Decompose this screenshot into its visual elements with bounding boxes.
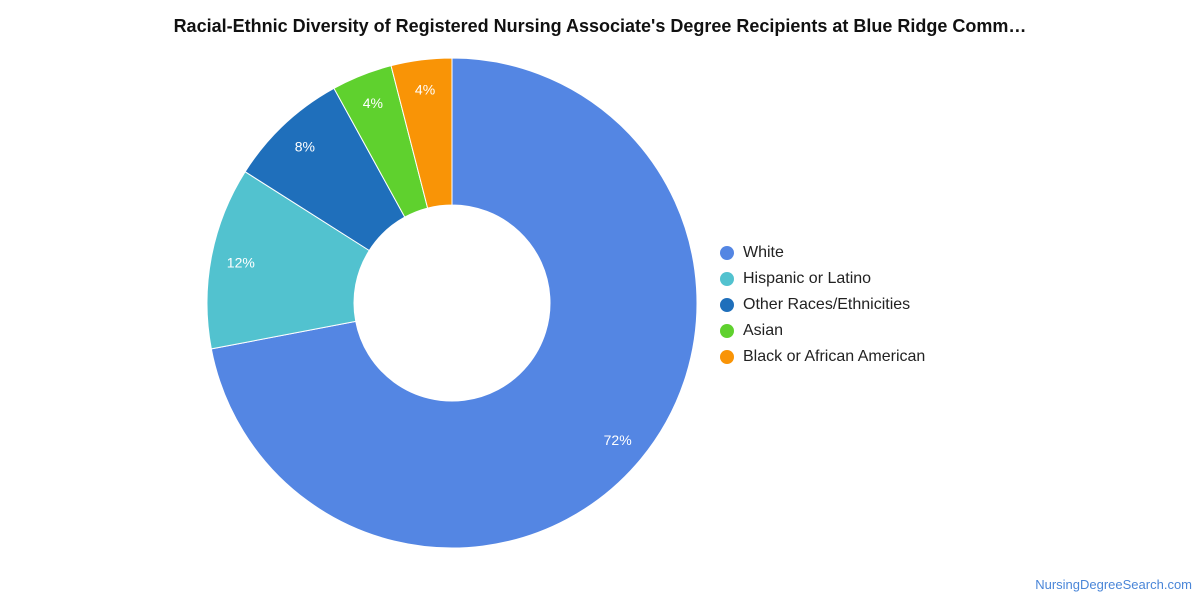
legend-label: Other Races/Ethnicities	[743, 296, 911, 313]
legend-swatch	[720, 272, 734, 286]
legend-label: Hispanic or Latino	[743, 270, 872, 287]
legend-item-black-or-african-american[interactable]: Black or African American	[720, 344, 925, 370]
legend-label: Black or African American	[743, 348, 926, 365]
legend: White Hispanic or Latino Other Races/Ethni…	[720, 240, 925, 370]
legend-item-asian[interactable]: Asian	[720, 318, 925, 344]
slice-hispanic-or-latino[interactable]	[206, 171, 370, 350]
slices-group	[206, 57, 698, 549]
slice-label-white: 72%	[604, 432, 632, 448]
labels-group: 72% 12% 8% 4% 4%	[227, 82, 632, 448]
slice-label-hispanic-or-latino: 12%	[227, 255, 255, 271]
legend-item-white[interactable]: White	[720, 240, 925, 266]
legend-item-other-races-ethnicities[interactable]: Other Races/Ethnicities	[720, 292, 925, 318]
site-credit[interactable]: NursingDegreeSearch.com	[1035, 577, 1192, 592]
legend-label: Asian	[743, 322, 784, 339]
slice-label-black-or-african-american: 4%	[415, 82, 435, 98]
legend-item-hispanic-or-latino[interactable]: Hispanic or Latino	[720, 266, 925, 292]
slice-label-other-races-ethnicities: 8%	[295, 138, 315, 154]
slice-black-or-african-american[interactable]	[390, 57, 453, 209]
slice-white[interactable]	[210, 57, 698, 549]
chart-title: Racial-Ethnic Diversity of Registered Nu…	[173, 16, 1027, 36]
legend-swatch	[720, 324, 734, 338]
legend-label: White	[743, 244, 784, 261]
slice-label-asian: 4%	[363, 95, 383, 111]
legend-swatch	[720, 350, 734, 364]
legend-swatch	[720, 246, 734, 260]
legend-swatch	[720, 298, 734, 312]
